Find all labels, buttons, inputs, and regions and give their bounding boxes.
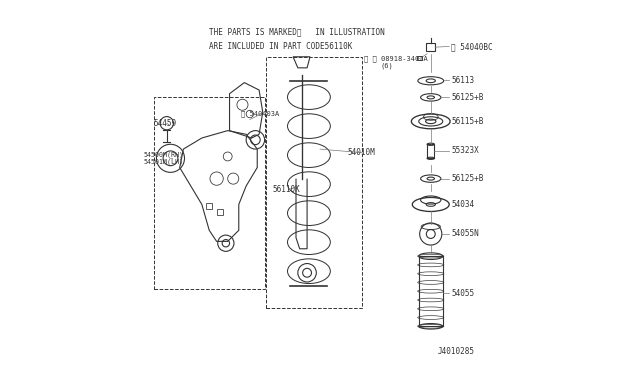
Text: 56125+B: 56125+B [451, 93, 483, 102]
Text: 54010M: 54010M [348, 148, 376, 157]
Bar [419, 256, 443, 326]
Text: THE PARTS IS MARKED※   IN ILLUSTRATION: THE PARTS IS MARKED※ IN ILLUSTRATION [209, 27, 385, 36]
Bar [427, 144, 435, 158]
Text: 54055N: 54055N [451, 230, 479, 238]
Text: ARE INCLUDED IN PART CODE56110K: ARE INCLUDED IN PART CODE56110K [209, 42, 353, 51]
Text: 54501M(LH): 54501M(LH) [143, 159, 184, 165]
Text: ※ Ⓝ 08918-3402A: ※ Ⓝ 08918-3402A [364, 55, 428, 62]
Text: 56113: 56113 [451, 76, 474, 85]
Text: 54459: 54459 [154, 119, 177, 128]
Text: ※ 54040BC: ※ 54040BC [451, 42, 493, 51]
Text: 54055: 54055 [451, 289, 474, 298]
Text: 56125+B: 56125+B [451, 174, 483, 183]
Text: ※ 540403A: ※ 540403A [241, 111, 279, 117]
Text: 56110K: 56110K [272, 185, 300, 194]
Text: 55323X: 55323X [451, 146, 479, 155]
Text: 56115+B: 56115+B [451, 117, 483, 126]
Text: J4010285: J4010285 [438, 347, 475, 356]
Text: (6): (6) [381, 63, 394, 69]
Text: 54034: 54034 [451, 200, 474, 209]
Text: 54500M(RH): 54500M(RH) [143, 151, 184, 158]
